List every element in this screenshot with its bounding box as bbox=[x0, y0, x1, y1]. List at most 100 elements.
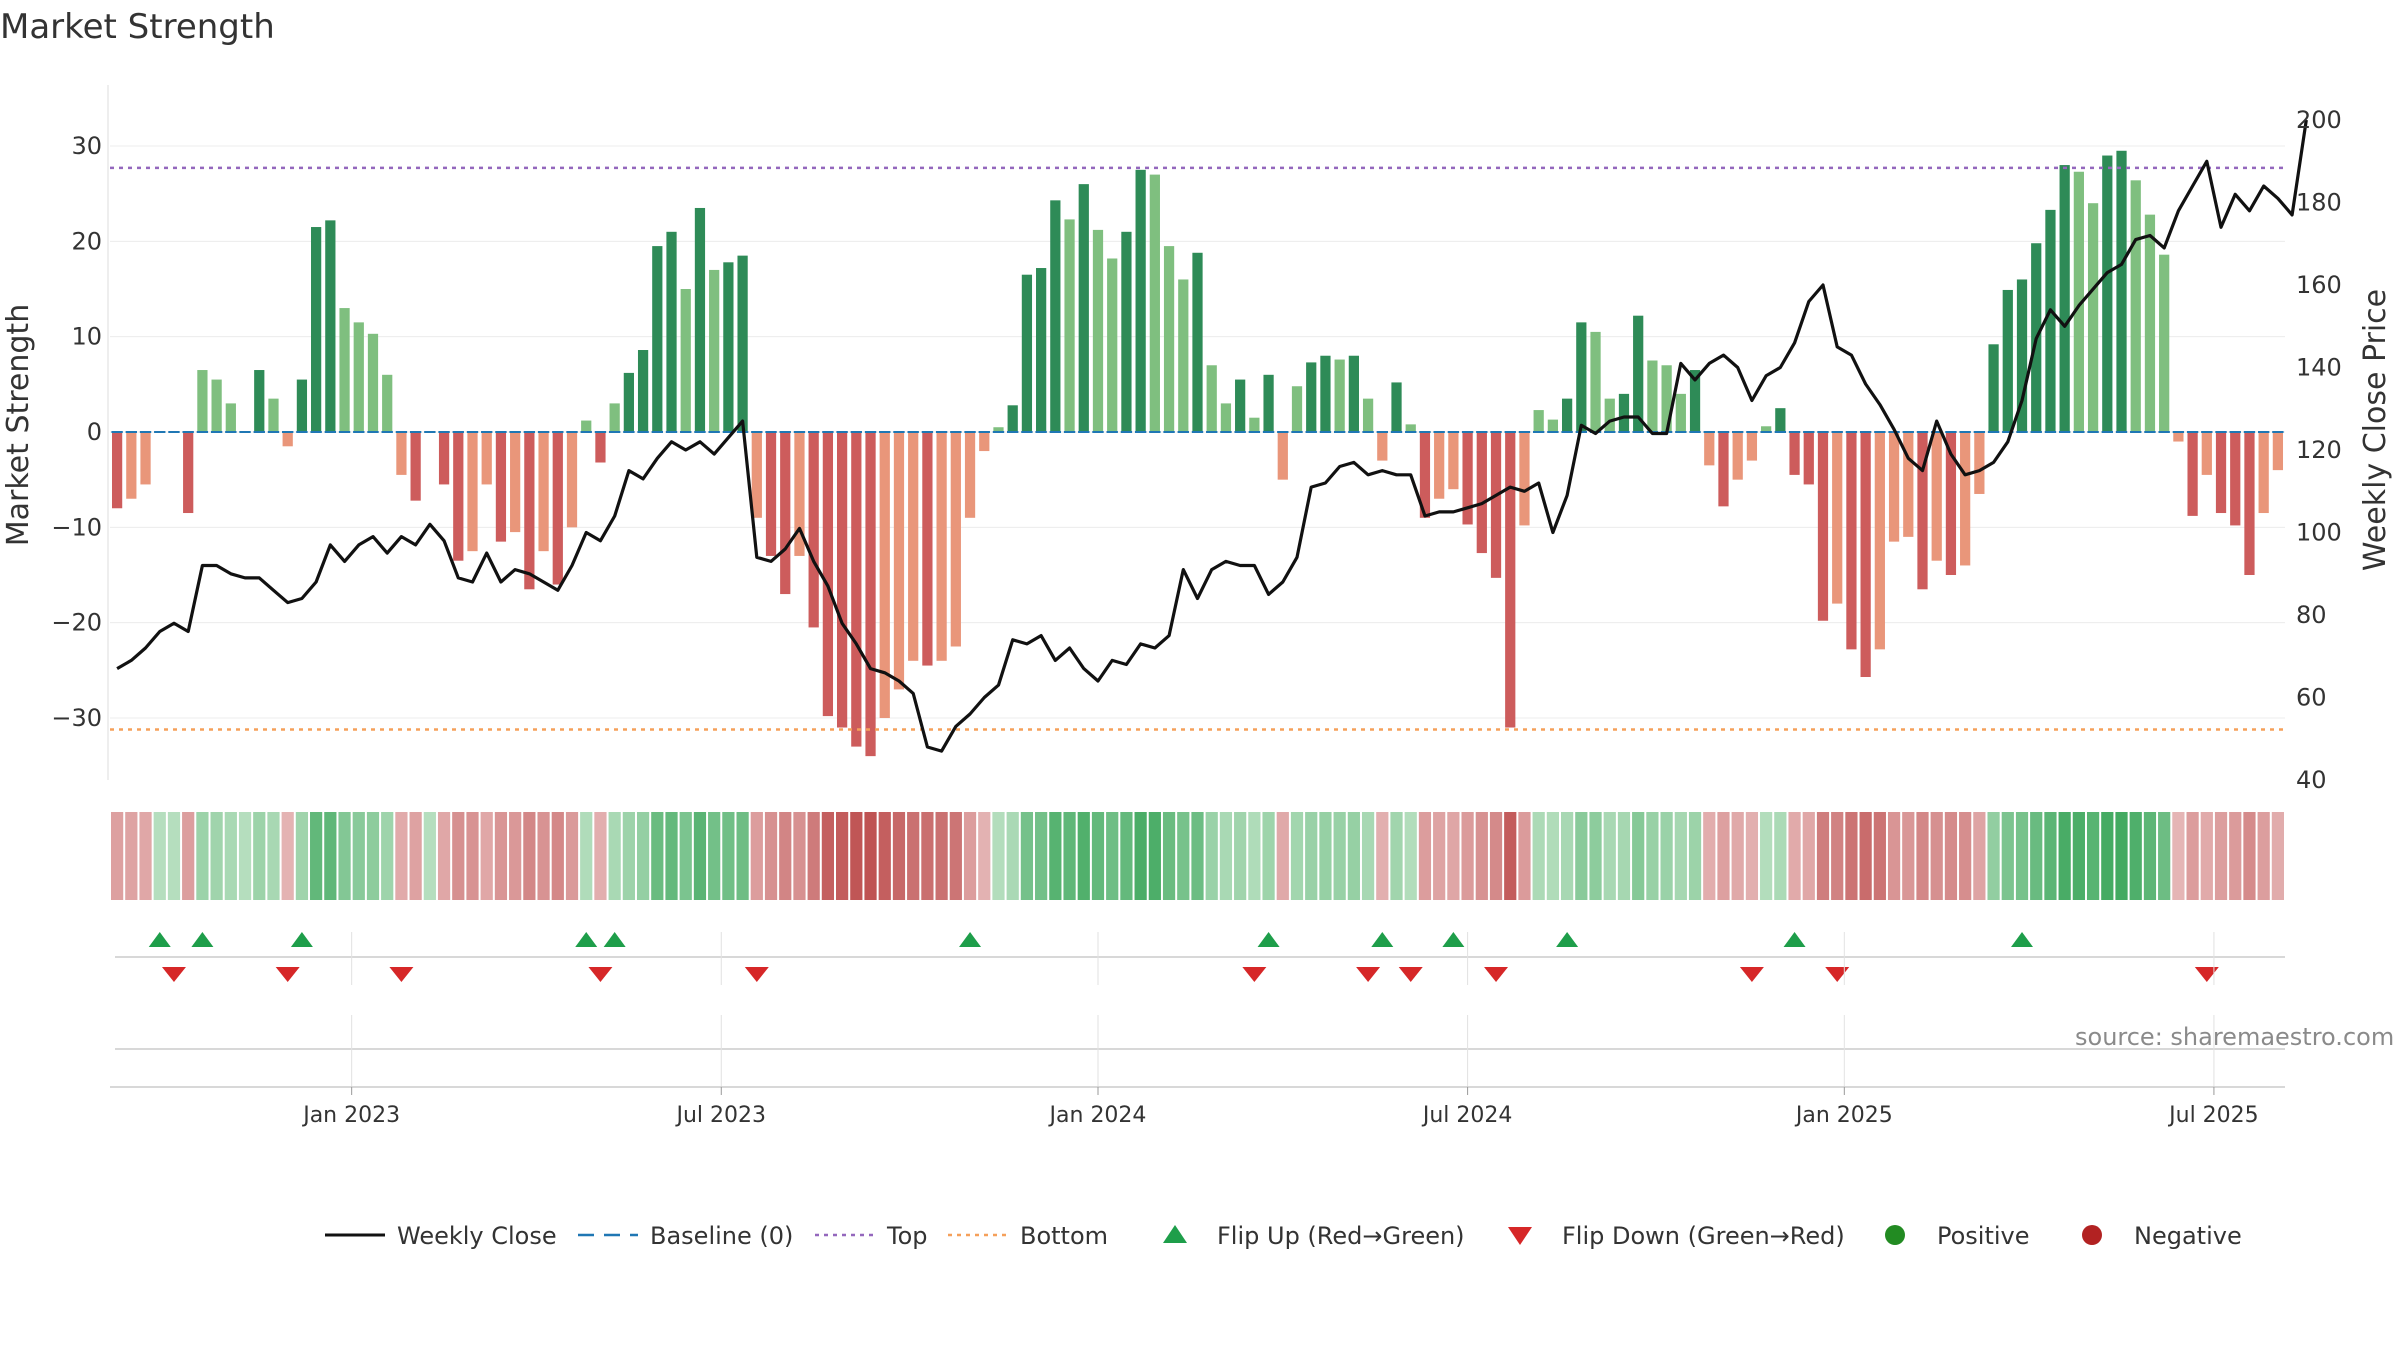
strength-bar bbox=[780, 432, 791, 595]
heat-cell bbox=[1006, 812, 1019, 900]
strength-bar bbox=[1249, 417, 1260, 432]
strength-bar bbox=[1746, 432, 1758, 461]
legend-item: Negative bbox=[2082, 1222, 2242, 1250]
strength-bar bbox=[2016, 279, 2028, 432]
strength-bar bbox=[2159, 254, 2170, 432]
strength-bar bbox=[2002, 289, 2013, 432]
heat-cell bbox=[1191, 812, 1204, 900]
heat-cell bbox=[2186, 812, 2199, 900]
heat-cell bbox=[1305, 812, 1318, 900]
strength-bar bbox=[325, 220, 336, 432]
strength-bar bbox=[2258, 432, 2269, 514]
heat-cell bbox=[366, 812, 380, 900]
heat-cell bbox=[551, 812, 564, 900]
date-tick-label: Jan 2023 bbox=[301, 1103, 400, 1128]
strength-bar bbox=[1007, 405, 1018, 432]
strength-bar bbox=[2116, 150, 2127, 432]
heat-cell bbox=[111, 812, 124, 900]
strength-bar bbox=[1362, 398, 1374, 432]
heat-cell bbox=[1177, 812, 1190, 900]
heat-cell bbox=[310, 812, 323, 900]
strength-bar bbox=[908, 432, 919, 661]
strength-bar bbox=[1306, 362, 1317, 432]
strength-bar bbox=[1462, 432, 1473, 525]
flip-up-marker bbox=[603, 932, 626, 947]
strength-bar bbox=[1419, 432, 1431, 518]
strength-bar bbox=[979, 432, 990, 452]
flip-up-marker bbox=[1371, 932, 1394, 947]
heat-cell bbox=[2115, 812, 2128, 900]
flip-down-marker bbox=[744, 967, 769, 982]
strength-bar bbox=[2230, 432, 2241, 526]
strength-bar bbox=[1121, 231, 1132, 432]
heat-cell bbox=[1091, 812, 1105, 900]
strength-bar bbox=[1078, 184, 1089, 432]
strength-bar bbox=[950, 432, 961, 647]
flip-down-marker bbox=[1398, 967, 1423, 982]
heat-cell bbox=[1262, 812, 1275, 900]
heat-cell bbox=[1959, 812, 1972, 900]
legend-item: Weekly Close bbox=[325, 1222, 557, 1250]
heat-cell bbox=[2015, 812, 2029, 900]
heat-cell bbox=[1873, 812, 1886, 900]
flip-up-marker bbox=[1257, 932, 1280, 947]
heat-cell bbox=[238, 812, 252, 900]
strength-bar bbox=[453, 432, 464, 561]
strength-bar bbox=[2059, 165, 2070, 433]
heat-cell bbox=[736, 812, 749, 900]
strength-bar bbox=[922, 432, 933, 666]
right-tick-label: 40 bbox=[2296, 766, 2327, 794]
heat-cell bbox=[281, 812, 294, 900]
heat-cell bbox=[1930, 812, 1943, 900]
heat-cell bbox=[750, 812, 763, 900]
strength-bar bbox=[581, 420, 592, 432]
strength-bar bbox=[1107, 258, 1118, 432]
heat-cell bbox=[452, 812, 465, 900]
strength-bar bbox=[652, 246, 663, 432]
strength-bar bbox=[751, 432, 762, 518]
strength-bar bbox=[1775, 408, 1786, 432]
heat-cell bbox=[1916, 812, 1929, 900]
strength-bar bbox=[1092, 229, 1104, 432]
heat-cell bbox=[2172, 812, 2185, 900]
strength-bar bbox=[1064, 219, 1075, 432]
right-tick-label: 60 bbox=[2296, 684, 2327, 712]
date-tick-label: Jul 2024 bbox=[1421, 1103, 1513, 1128]
strength-bar bbox=[1050, 200, 1061, 432]
left-tick-label: −30 bbox=[51, 704, 102, 732]
right-tick-label: 120 bbox=[2296, 436, 2342, 464]
heat-cell bbox=[224, 812, 237, 900]
heat-cell bbox=[1518, 812, 1531, 900]
heat-cell bbox=[267, 812, 280, 900]
strength-bar bbox=[1832, 432, 1843, 604]
legend: Weekly Close Baseline (0) Top Bottom Flip Up… bbox=[325, 1222, 2242, 1250]
heat-cell bbox=[1063, 812, 1076, 900]
heat-cell bbox=[480, 812, 493, 900]
heat-cell bbox=[1219, 812, 1233, 900]
flip-up-marker bbox=[148, 932, 171, 947]
heat-cell bbox=[1475, 812, 1488, 900]
chart-title: Market Strength bbox=[0, 7, 275, 47]
heat-cell bbox=[2200, 812, 2213, 900]
heat-cell bbox=[935, 812, 948, 900]
strength-bar bbox=[1903, 432, 1914, 537]
strength-bar bbox=[510, 432, 521, 533]
flip-up-marker bbox=[1783, 932, 1806, 947]
right-tick-label: 180 bbox=[2296, 189, 2342, 217]
right-axis-label: Weekly Close Price bbox=[2358, 289, 2393, 571]
strength-bar bbox=[1149, 174, 1160, 432]
strength-bar bbox=[1931, 432, 1942, 561]
strength-bar bbox=[1689, 370, 1701, 432]
heat-cell bbox=[2086, 812, 2100, 900]
strength-bar bbox=[1547, 419, 1559, 432]
flip-down-marker bbox=[389, 967, 414, 982]
heat-cell bbox=[892, 812, 906, 900]
strength-bar bbox=[637, 350, 649, 432]
strength-bar bbox=[1647, 360, 1658, 432]
heat-cell bbox=[1902, 812, 1915, 900]
right-tick-label: 160 bbox=[2296, 271, 2342, 299]
strength-bar bbox=[1846, 432, 1857, 650]
heat-cell bbox=[1688, 812, 1702, 900]
heat-cell bbox=[1404, 812, 1417, 900]
heat-cell bbox=[494, 812, 508, 900]
